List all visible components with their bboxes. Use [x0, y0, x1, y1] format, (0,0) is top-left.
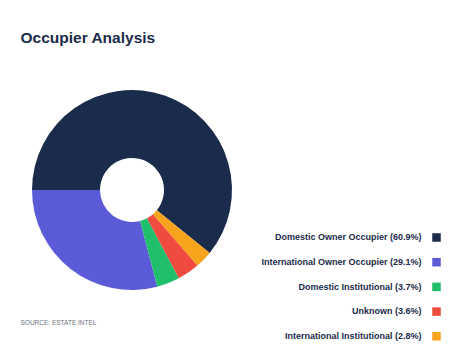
- svg-text:Unknown (3.6%): Unknown (3.6%): [352, 306, 422, 316]
- svg-text:International Owner Occupier (: International Owner Occupier (29.1%): [261, 257, 421, 267]
- svg-text:Occupier Analysis: Occupier Analysis: [21, 29, 156, 46]
- svg-text:SOURCE: ESTATE INTEL: SOURCE: ESTATE INTEL: [21, 319, 97, 326]
- svg-text:Domestic Institutional (3.7%): Domestic Institutional (3.7%): [298, 282, 421, 292]
- svg-text:Domestic Owner Occupier (60.9%: Domestic Owner Occupier (60.9%): [275, 232, 422, 242]
- svg-text:International Institutional (2: International Institutional (2.8%): [285, 331, 422, 341]
